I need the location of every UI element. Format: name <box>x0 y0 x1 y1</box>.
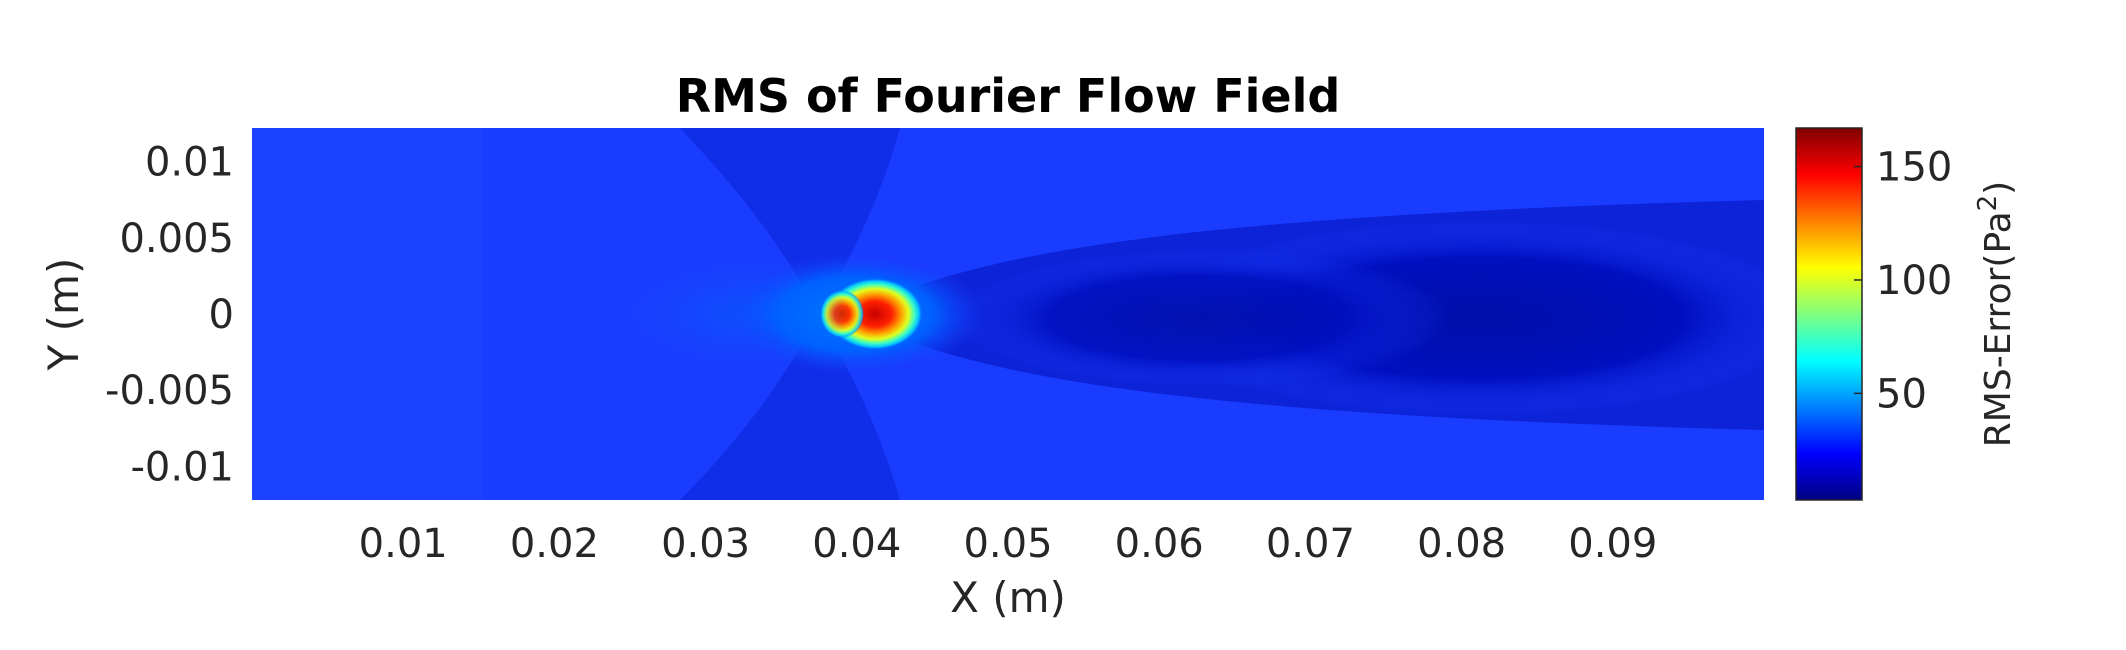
field-dark-lobe-upper <box>680 128 900 314</box>
y-tick-label: 0.005 <box>119 216 234 262</box>
x-tick-label: 0.01 <box>359 521 448 567</box>
x-tick-label: 0.06 <box>1115 521 1204 567</box>
colorbar: 50 100 150 RMS-Error(Pa2) <box>1795 127 2019 501</box>
x-tick-label: 0.03 <box>661 521 750 567</box>
heatmap-field <box>252 128 1764 500</box>
x-tick-label: 0.08 <box>1417 521 1506 567</box>
field-wake-mid <box>950 248 1450 388</box>
field-upstream-band <box>252 128 482 500</box>
colorbar-label: RMS-Error(Pa2) <box>1973 181 2019 447</box>
x-tick-label: 0.04 <box>812 521 901 567</box>
colorbar-tick-label: 100 <box>1876 258 1952 304</box>
y-axis-label: Y (m) <box>39 258 88 372</box>
x-tick-label: 0.05 <box>963 521 1052 567</box>
colorbar-tick-label: 50 <box>1876 371 1927 417</box>
x-axis-label: X (m) <box>950 573 1066 622</box>
x-tick-label: 0.07 <box>1266 521 1355 567</box>
y-tick-label: 0 <box>209 292 234 338</box>
colorbar-ticks: 50 100 150 <box>1854 145 1952 417</box>
y-tick-label: 0.01 <box>145 140 234 186</box>
x-axis-ticks: 0.01 0.02 0.03 0.04 0.05 0.06 0.07 0.08 0.09 <box>359 521 1658 567</box>
y-tick-label: -0.005 <box>105 368 234 414</box>
field-dark-lobe-lower <box>680 314 900 500</box>
colorbar-gradient <box>1795 127 1863 501</box>
y-tick-label: -0.01 <box>131 444 235 490</box>
x-tick-label: 0.09 <box>1568 521 1657 567</box>
x-tick-label: 0.02 <box>510 521 599 567</box>
colorbar-tick-label: 150 <box>1876 145 1952 191</box>
chart-title: RMS of Fourier Flow Field <box>676 69 1341 123</box>
y-axis-ticks: 0.01 0.005 0 -0.005 -0.01 <box>105 140 234 491</box>
field-peak-front <box>820 290 864 338</box>
